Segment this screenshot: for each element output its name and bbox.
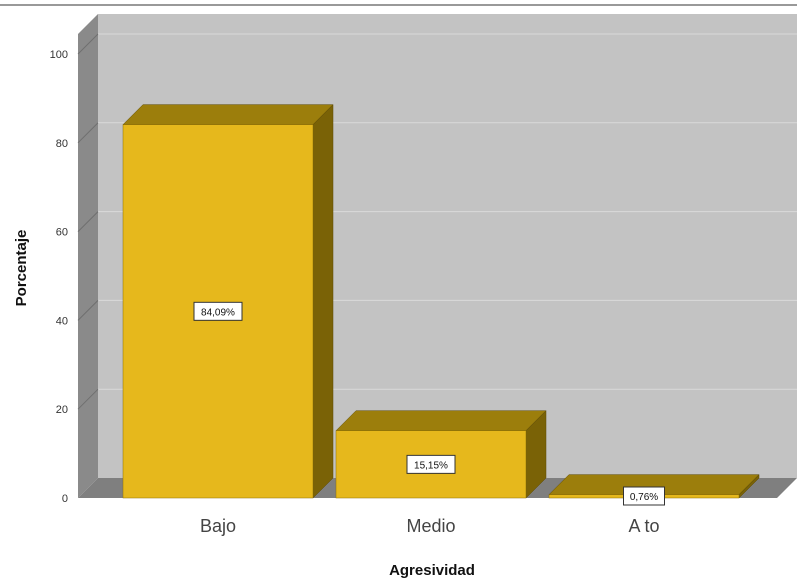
gridline-side [77, 122, 99, 144]
bars: 84,09% 15,15% 0,76% [122, 104, 760, 506]
y-tick-label: 40 [56, 315, 68, 327]
data-label: 15,15% [406, 454, 456, 474]
data-label-box [193, 301, 243, 321]
y-tick-label: 60 [56, 227, 68, 239]
bar-side-face [312, 104, 334, 499]
bar-top-face [122, 104, 334, 125]
chart-left-wall [78, 14, 98, 498]
data-label-text: 15,15% [414, 460, 448, 471]
y-tick-label: 100 [50, 49, 68, 61]
bar-top-face [335, 410, 547, 431]
data-label-box [623, 486, 665, 506]
x-tick-label: Medio [406, 516, 455, 536]
gridline-side [77, 33, 99, 55]
bar-bajo [122, 104, 334, 499]
x-axis-title: Agresividad [389, 562, 475, 579]
gridline-side [77, 388, 99, 410]
x-tick-label: Bajo [200, 516, 236, 536]
data-label-text: 0,76% [630, 492, 658, 503]
y-tick-label: 20 [56, 404, 68, 416]
y-tick-label: 80 [56, 138, 68, 150]
y-axis-ticks: 0 20 40 60 80 100 [50, 49, 68, 505]
x-tick-label: A to [628, 516, 659, 536]
gridline-side [77, 300, 99, 321]
data-label: 0,76% [623, 486, 665, 506]
data-label-text: 84,09% [201, 307, 235, 318]
gridline-side [77, 211, 99, 232]
y-tick-label: 0 [62, 493, 68, 505]
data-label-box [406, 454, 456, 474]
data-label: 84,09% [193, 301, 243, 321]
x-axis-labels: Bajo Medio A to [200, 516, 660, 536]
bar-medio [335, 410, 547, 499]
y-axis-title: Porcentaje [13, 230, 30, 307]
